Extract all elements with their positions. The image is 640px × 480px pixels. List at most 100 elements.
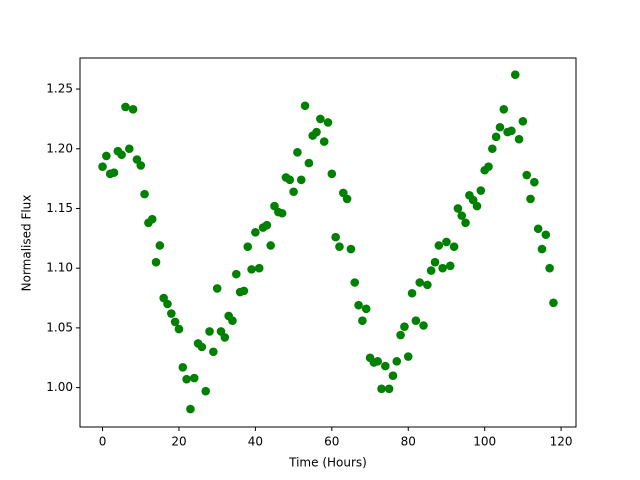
plot-frame [79,57,577,428]
point [231,269,241,279]
point [136,161,146,170]
point [121,102,130,112]
y-tick-label: 1.05 [46,320,73,334]
point [403,352,413,361]
point [453,204,463,213]
point [251,228,260,237]
point [419,321,428,330]
point [434,241,444,250]
point [300,101,310,111]
point [510,70,520,80]
point [212,284,222,293]
y-tick-label: 1.20 [46,141,73,155]
point [384,384,394,394]
point [140,189,149,199]
point [98,162,107,171]
point [147,214,157,224]
point [426,266,436,275]
point [319,137,329,146]
point [358,316,367,326]
point [442,237,451,247]
point [254,263,264,273]
point [197,342,207,352]
point [430,257,440,267]
point [124,144,134,154]
point [396,330,405,340]
point [205,327,214,336]
point [163,299,172,309]
point [293,148,302,157]
point [266,241,275,250]
y-tick-label: 1.00 [46,380,73,394]
point [457,211,467,220]
point [472,201,482,211]
x-tick-label: 20 [171,435,186,449]
point [170,317,180,327]
point [327,169,337,179]
point [209,347,218,357]
point [488,144,497,154]
point [262,220,272,230]
y-tick-label: 1.15 [46,201,73,215]
point [323,118,333,127]
y-axis-label: Normalised Flux [20,195,34,292]
point [530,177,539,187]
x-tick-label: 80 [401,435,416,449]
y-tick-label: 1.10 [46,261,73,275]
point [186,404,195,414]
point [189,373,199,383]
point [346,244,356,254]
point [533,224,543,234]
point [109,168,119,177]
point [545,263,554,273]
point [247,265,256,274]
y-tick-label: 1.25 [46,82,73,96]
point [350,278,360,287]
point [296,175,306,185]
point [484,162,493,171]
point [102,151,111,161]
point [549,298,558,308]
point [537,244,547,254]
point [491,132,501,142]
point [438,263,447,273]
point [423,280,432,290]
point [182,374,191,384]
point [445,261,455,271]
point [518,116,528,126]
point [201,386,211,396]
x-axis-label: Time (Hours) [288,456,367,470]
point [407,288,417,298]
point [220,333,230,342]
point [377,384,386,394]
point [449,242,459,251]
x-tick-label: 120 [550,435,573,449]
point [331,232,340,242]
point [400,322,409,331]
point [507,126,516,136]
point [335,242,344,251]
point [316,114,325,124]
point [495,122,505,132]
point [285,175,295,185]
point [541,230,551,240]
x-tick-label: 40 [248,435,263,449]
point [499,105,509,114]
point [178,362,188,372]
point [514,134,524,144]
point [243,242,253,251]
point [312,127,321,137]
point [381,361,390,371]
point [167,309,176,318]
point [411,316,421,326]
point [526,194,535,204]
point [392,357,402,366]
point [174,324,184,334]
point [373,357,382,366]
point [361,304,371,314]
point [239,286,249,296]
point [476,186,486,195]
point [388,371,398,380]
point [342,194,352,204]
